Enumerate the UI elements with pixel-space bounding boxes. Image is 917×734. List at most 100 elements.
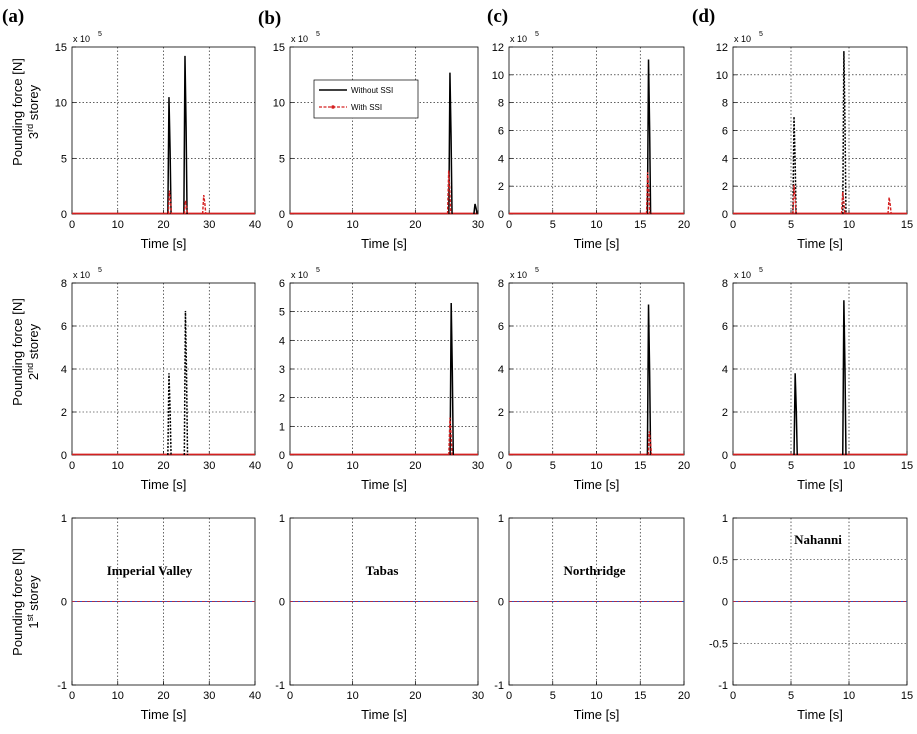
x-tick-label: 30 [472,219,484,231]
panel-label-d: (d) [692,6,715,27]
spike-without-ssi [183,55,188,215]
y-tick-label: 0 [722,597,728,609]
x-tick-label: 15 [634,460,646,472]
x-tick-label: 10 [590,690,602,702]
y-tick-label: 5 [279,153,285,165]
y-tick-label: 1 [279,513,285,525]
y-tick-label: 15 [273,42,285,54]
y-tick-label: 8 [722,278,728,290]
y-tick-label: 0 [279,597,285,609]
spike-with-ssi [448,417,453,456]
y-tick-label: 0 [498,450,504,462]
x-tick-label: 10 [843,690,855,702]
x-tick-label: 0 [506,219,512,231]
spike-without-ssi [792,116,797,215]
y-tick-label: 0.5 [713,555,728,567]
y-tick-label: 15 [55,42,67,54]
x-axis-label: Time [s] [361,236,407,251]
axis-exponent-power: 5 [316,31,320,38]
row-label-main: Pounding force [N] [10,58,25,166]
x-tick-label: 10 [112,690,124,702]
y-tick-label: 1 [61,513,67,525]
x-tick-label: 20 [409,219,421,231]
earthquake-label: Tabas [366,563,399,578]
x-axis-label: Time [s] [797,707,843,722]
subplot-r1-c0: 0 10 20 30 40 0 2 4 6 8 Time [s] x 10 5 [61,267,261,492]
x-tick-label: 0 [730,690,736,702]
x-tick-label: 10 [843,460,855,472]
y-tick-label: 4 [61,364,67,376]
x-tick-label: 30 [203,690,215,702]
y-tick-label: 0 [279,450,285,462]
y-tick-label: 6 [722,321,728,333]
x-tick-label: 30 [203,460,215,472]
spike-with-ssi [647,431,653,456]
x-tick-label: 5 [550,460,556,472]
row-label-storey: 3rd storey [25,84,41,139]
x-tick-label: 5 [550,219,556,231]
legend-label-with: With SSI [351,103,382,112]
row-label-main: Pounding force [N] [10,298,25,406]
y-tick-label: 12 [716,42,728,54]
axis-exponent-power: 5 [98,267,102,274]
x-tick-label: 20 [409,460,421,472]
legend-marker-with [331,105,335,109]
y-tick-label: 8 [722,98,728,110]
x-tick-label: 0 [287,690,293,702]
y-tick-label: 0 [722,209,728,221]
y-tick-label: 6 [498,126,504,138]
axis-exponent: x 10 [734,34,751,44]
spike-without-ssi [842,300,847,456]
y-tick-label: 0 [498,597,504,609]
x-tick-label: 15 [901,219,913,231]
x-tick-label: 10 [112,460,124,472]
spike-without-ssi [449,303,455,456]
y-tick-label: 4 [498,364,504,376]
y-tick-label: 8 [61,278,67,290]
x-tick-label: 20 [678,219,690,231]
x-tick-label: 0 [506,690,512,702]
row-label-1st-storey: Pounding force [N] 1st storey [10,548,41,656]
spike-with-ssi [887,197,892,215]
axis-exponent-power: 5 [535,31,539,38]
x-tick-label: 20 [157,690,169,702]
spike-without-ssi [473,203,478,215]
spike-without-ssi [842,51,847,215]
x-tick-label: 20 [678,690,690,702]
y-tick-label: 5 [279,307,285,319]
x-tick-label: 20 [409,690,421,702]
y-tick-label: 6 [722,126,728,138]
x-tick-label: 20 [157,460,169,472]
subplot-r0-c3: 0 5 10 15 0 2 4 6 8 10 12 Time [s] x 10 5 [716,31,913,251]
axis-exponent-power: 5 [98,31,102,38]
panel-label-c: (c) [487,6,508,27]
subplot-r1-c3: 0 5 10 15 0 2 4 6 8 Time [s] x 10 5 [722,267,913,492]
axis-exponent: x 10 [510,34,527,44]
x-axis-label: Time [s] [574,707,620,722]
x-axis-label: Time [s] [797,236,843,251]
row-label-main: Pounding force [N] [10,548,25,656]
y-tick-label: 1 [722,513,728,525]
y-tick-label: 0 [61,597,67,609]
y-tick-label: 10 [55,98,67,110]
axis-exponent: x 10 [73,270,90,280]
x-axis-label: Time [s] [141,236,187,251]
y-tick-label: 2 [722,407,728,419]
y-tick-label: 1 [279,421,285,433]
x-axis-label: Time [s] [797,477,843,492]
x-tick-label: 10 [347,219,359,231]
x-tick-label: 0 [730,460,736,472]
axis-exponent: x 10 [291,34,308,44]
axis-exponent: x 10 [734,270,751,280]
legend: Without SSI With SSI [313,79,419,119]
spike-without-ssi [167,97,172,215]
x-tick-label: 10 [347,690,359,702]
spike-with-ssi [792,184,797,215]
y-tick-label: 4 [498,153,504,165]
axis-exponent-power: 5 [316,267,320,274]
x-tick-label: 10 [590,460,602,472]
x-tick-label: 0 [730,219,736,231]
